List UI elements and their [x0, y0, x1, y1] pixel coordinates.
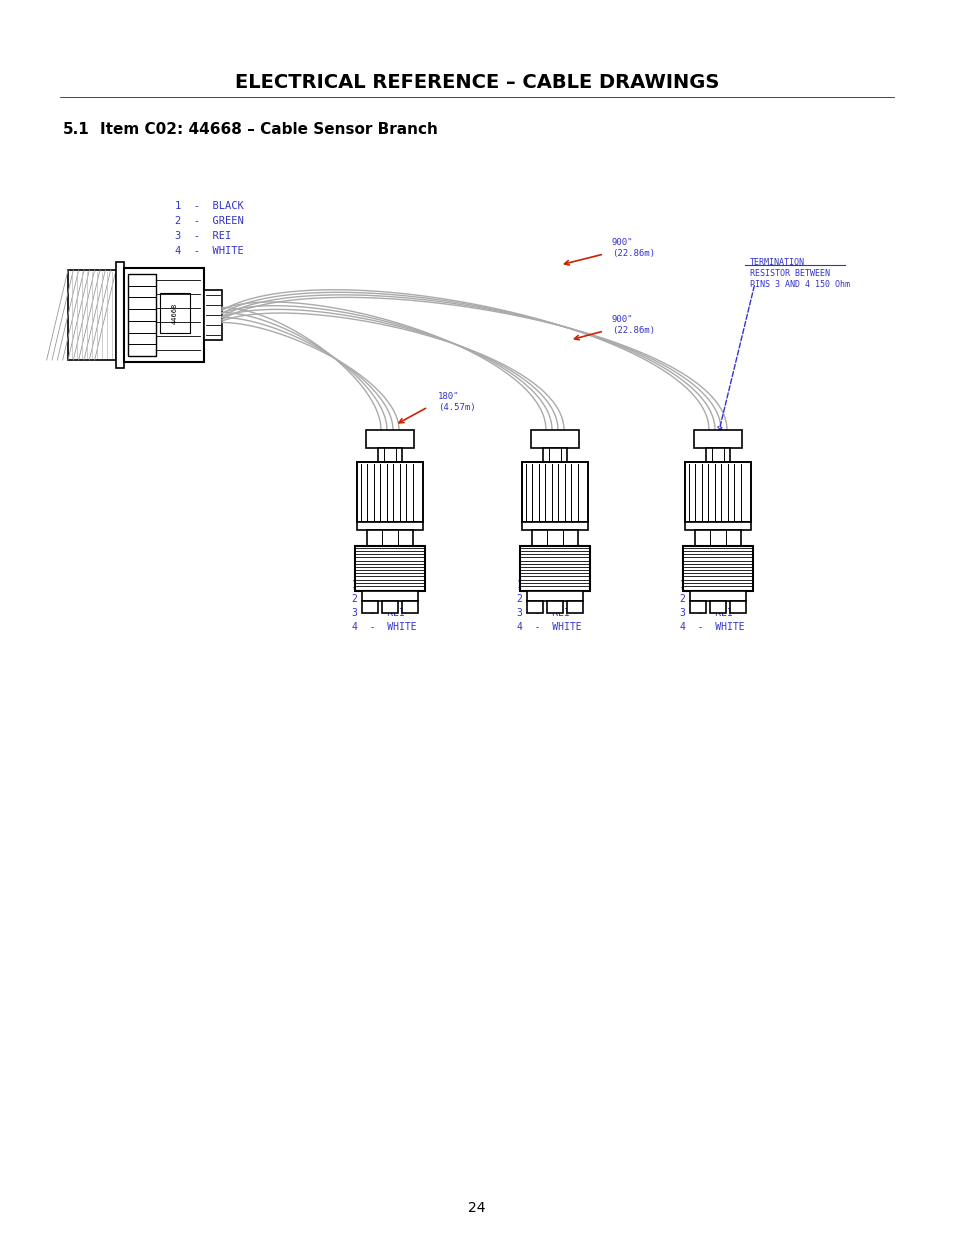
Bar — [566, 601, 582, 613]
Bar — [546, 601, 562, 613]
Bar — [532, 530, 578, 546]
Text: 1  -  BLACK: 1 - BLACK — [174, 201, 244, 211]
Bar — [356, 522, 422, 530]
Bar — [693, 430, 741, 448]
Bar — [684, 462, 750, 522]
Bar — [526, 601, 542, 613]
Bar — [124, 268, 204, 362]
Text: 44668: 44668 — [172, 303, 178, 324]
Bar — [521, 522, 587, 530]
Text: 1  -  BLACK: 1 - BLACK — [679, 580, 744, 590]
Bar — [705, 448, 729, 462]
Bar — [128, 274, 156, 356]
Bar — [160, 293, 190, 333]
Text: Item C02: 44668 – Cable Sensor Branch: Item C02: 44668 – Cable Sensor Branch — [100, 122, 437, 137]
Bar — [521, 462, 587, 522]
Bar — [116, 262, 124, 368]
Bar — [204, 290, 222, 340]
Text: 2  -  GREEN: 2 - GREEN — [679, 594, 744, 604]
Text: ELECTRICAL REFERENCE – CABLE DRAWINGS: ELECTRICAL REFERENCE – CABLE DRAWINGS — [234, 73, 719, 91]
Bar — [526, 592, 582, 601]
Text: TERMINATION
RESISTOR BETWEEN
PINS 3 AND 4 150 Ohm: TERMINATION RESISTOR BETWEEN PINS 3 AND … — [749, 258, 849, 289]
Text: 2  -  GREEN: 2 - GREEN — [517, 594, 581, 604]
Text: 4  -  WHITE: 4 - WHITE — [352, 622, 416, 632]
Bar — [519, 546, 589, 592]
Bar — [366, 430, 414, 448]
Text: 4  -  WHITE: 4 - WHITE — [517, 622, 581, 632]
Text: 900"
(22.86m): 900" (22.86m) — [612, 238, 655, 258]
Bar — [381, 601, 397, 613]
Bar — [689, 592, 745, 601]
Text: 900"
(22.86m): 900" (22.86m) — [612, 315, 655, 335]
Bar — [729, 601, 745, 613]
Bar — [361, 592, 417, 601]
Text: 3  -  REI: 3 - REI — [174, 231, 231, 241]
Text: 4  -  WHITE: 4 - WHITE — [679, 622, 744, 632]
Text: 2  -  GREEN: 2 - GREEN — [352, 594, 416, 604]
Bar — [689, 601, 705, 613]
Bar — [361, 601, 377, 613]
Text: 4  -  WHITE: 4 - WHITE — [174, 246, 244, 256]
Bar — [355, 546, 424, 592]
Text: 180"
(4.57m): 180" (4.57m) — [437, 393, 476, 411]
Bar — [709, 601, 725, 613]
Bar — [367, 530, 413, 546]
Bar — [401, 601, 417, 613]
Bar — [682, 546, 752, 592]
Text: 2  -  GREEN: 2 - GREEN — [174, 216, 244, 226]
Text: 1  -  BLACK: 1 - BLACK — [352, 580, 416, 590]
Text: 24: 24 — [468, 1200, 485, 1215]
Bar — [684, 522, 750, 530]
Bar — [377, 448, 401, 462]
Text: 1  -  BLACK: 1 - BLACK — [517, 580, 581, 590]
Text: 3  -  REI: 3 - REI — [517, 608, 569, 618]
Text: 3  -  REI: 3 - REI — [352, 608, 404, 618]
Bar — [542, 448, 566, 462]
Bar — [68, 270, 116, 359]
Bar — [695, 530, 740, 546]
Text: 3  -  REI: 3 - REI — [679, 608, 732, 618]
Text: 5.1: 5.1 — [63, 122, 90, 137]
Bar — [356, 462, 422, 522]
Bar — [531, 430, 578, 448]
